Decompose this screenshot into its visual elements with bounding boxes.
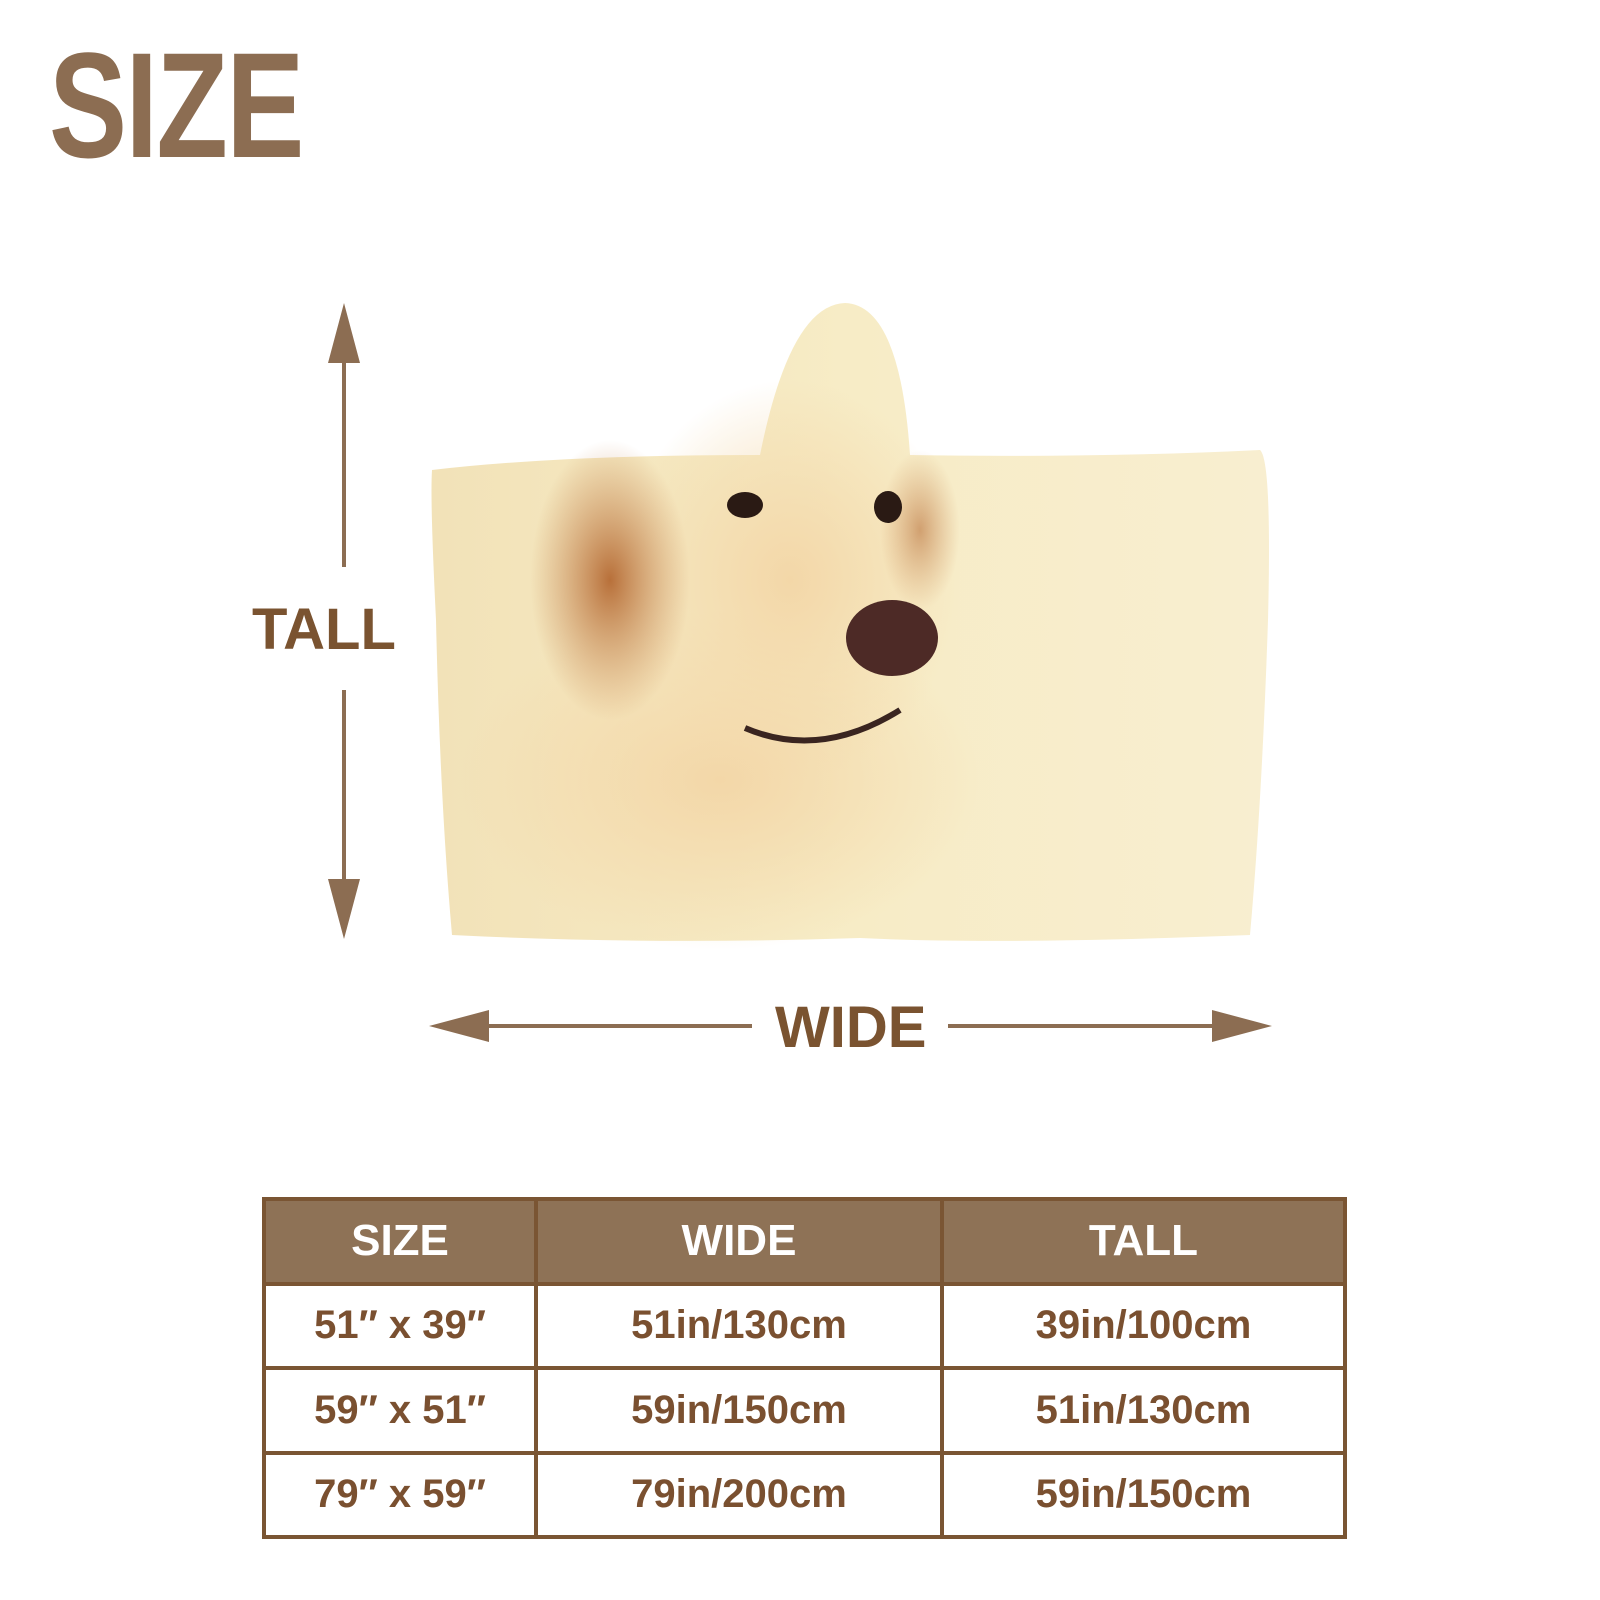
wide-label: WIDE bbox=[775, 995, 927, 1060]
cell-size: 51″ x 39″ bbox=[262, 1281, 538, 1370]
header-tall: TALL bbox=[940, 1197, 1347, 1286]
table-row: 51″ x 39″ 51in/130cm 39in/100cm bbox=[262, 1281, 1347, 1370]
header-wide: WIDE bbox=[534, 1197, 944, 1286]
table-row: 59″ x 51″ 59in/150cm 51in/130cm bbox=[262, 1366, 1347, 1455]
cell-tall: 51in/130cm bbox=[940, 1366, 1347, 1455]
cell-tall: 59in/150cm bbox=[940, 1450, 1347, 1539]
table-header-row: SIZE WIDE TALL bbox=[262, 1197, 1347, 1286]
wide-arrow bbox=[429, 1010, 1272, 1042]
tall-arrow bbox=[328, 303, 360, 939]
blanket-image bbox=[431, 303, 1269, 950]
cell-wide: 59in/150cm bbox=[534, 1366, 944, 1455]
tall-label: TALL bbox=[252, 597, 396, 662]
cell-wide: 79in/200cm bbox=[534, 1450, 944, 1539]
size-table: SIZE WIDE TALL 51″ x 39″ 51in/130cm 39in… bbox=[262, 1197, 1347, 1539]
page-title: SIZE bbox=[49, 21, 304, 189]
header-size: SIZE bbox=[262, 1197, 538, 1286]
dog-eye-left bbox=[727, 492, 763, 518]
cell-size: 59″ x 51″ bbox=[262, 1366, 538, 1455]
cell-size: 79″ x 59″ bbox=[262, 1450, 538, 1539]
table-row: 79″ x 59″ 79in/200cm 59in/150cm bbox=[262, 1450, 1347, 1539]
dog-eye-right bbox=[874, 491, 902, 523]
cell-tall: 39in/100cm bbox=[940, 1281, 1347, 1370]
dog-nose bbox=[846, 600, 938, 676]
cell-wide: 51in/130cm bbox=[534, 1281, 944, 1370]
